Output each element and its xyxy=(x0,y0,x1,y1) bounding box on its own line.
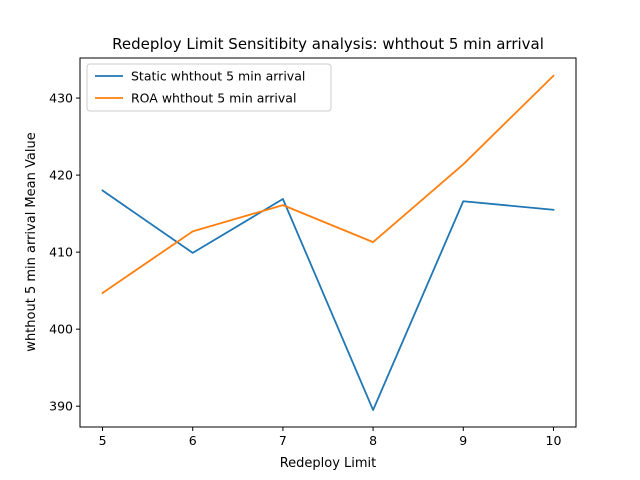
y-axis-label: whthout 5 min arrival Mean Value xyxy=(24,132,39,351)
y-tick-label: 410 xyxy=(49,245,73,260)
plot-frame xyxy=(79,57,577,428)
x-tick-label: 7 xyxy=(279,433,287,448)
legend-label-static: Static whthout 5 min arrival xyxy=(131,69,305,84)
x-tick-label: 5 xyxy=(99,433,107,448)
legend: Static whthout 5 min arrival ROA whthout… xyxy=(86,63,332,112)
legend-box xyxy=(86,63,332,112)
series-line-roa-whthout-5-min-arrival xyxy=(101,74,555,295)
x-tick-label: 8 xyxy=(369,433,377,448)
legend-label-roa: ROA whthout 5 min arrival xyxy=(131,91,296,106)
x-tick-label: 10 xyxy=(546,433,562,448)
x-tick-label: 9 xyxy=(459,433,467,448)
y-tick-label: 400 xyxy=(49,322,73,337)
y-tick-label: 390 xyxy=(49,399,73,414)
y-tick-label: 420 xyxy=(49,168,73,183)
y-tick-label: 430 xyxy=(49,91,73,106)
y-axis-ticks: 390 400 410 420 430 xyxy=(49,91,80,414)
chart-title: Redeploy Limit Sensitibity analysis: wht… xyxy=(112,35,544,53)
x-axis-ticks: 5 6 7 8 9 10 xyxy=(99,427,562,448)
x-tick-label: 6 xyxy=(189,433,197,448)
series-layer xyxy=(101,74,555,411)
x-axis-label: Redeploy Limit xyxy=(280,456,377,471)
